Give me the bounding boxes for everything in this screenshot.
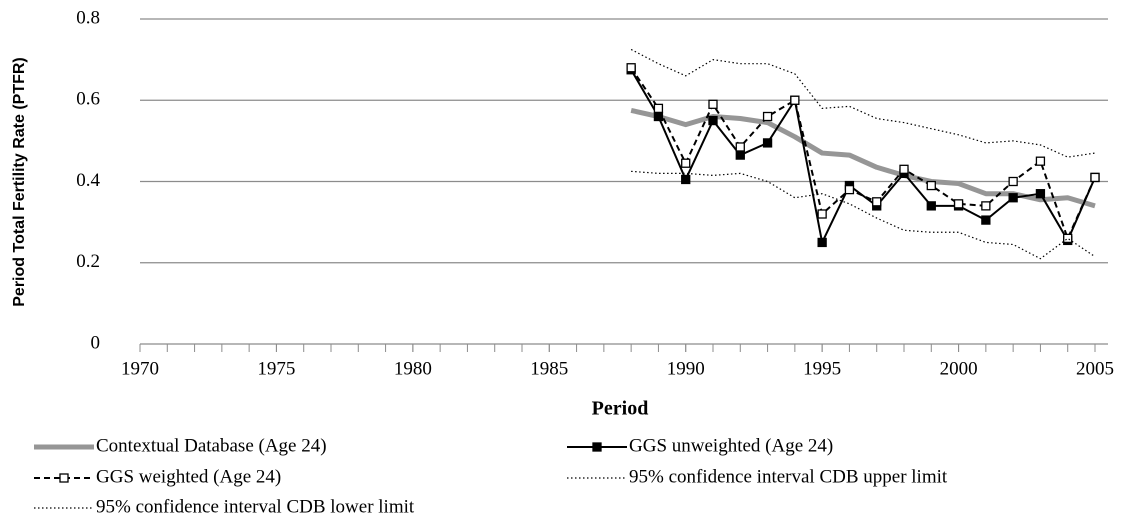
marker xyxy=(708,99,718,109)
marker xyxy=(762,138,773,148)
legend-label: Contextual Database (Age 24) xyxy=(96,435,327,456)
marker xyxy=(1035,189,1046,199)
legend-marker xyxy=(59,473,69,483)
marker xyxy=(1035,156,1046,166)
marker xyxy=(762,111,773,122)
x-tick-label: 2005 xyxy=(1076,358,1114,379)
y-tick-label: 0.6 xyxy=(76,89,100,110)
y-tick-label: 0.4 xyxy=(76,170,100,191)
marker xyxy=(981,215,991,225)
marker xyxy=(626,63,636,73)
marker xyxy=(817,237,827,248)
y-tick-label: 0 xyxy=(91,332,101,353)
x-tick-label: 1980 xyxy=(394,358,432,379)
legend-label: GGS unweighted (Age 24) xyxy=(629,435,833,456)
marker xyxy=(953,199,964,209)
series-line xyxy=(630,48,1096,158)
legend-label: 95% confidence interval CDB lower limit xyxy=(96,496,415,517)
legend-marker xyxy=(592,442,602,452)
legend-label: GGS weighted (Age 24) xyxy=(96,466,281,487)
marker xyxy=(1008,176,1018,187)
series-line xyxy=(630,69,1096,244)
marker xyxy=(1063,233,1073,244)
marker xyxy=(708,115,718,126)
series-line xyxy=(630,107,1096,209)
marker xyxy=(981,201,991,211)
x-tick-label: 1975 xyxy=(257,358,295,379)
marker xyxy=(926,201,936,211)
legend-label: 95% confidence interval CDB upper limit xyxy=(629,466,948,487)
y-tick-label: 0.8 xyxy=(76,7,100,28)
marker xyxy=(817,209,827,219)
x-tick-label: 1970 xyxy=(121,358,159,379)
marker xyxy=(735,150,745,160)
x-tick-label: 1985 xyxy=(530,358,568,379)
marker xyxy=(1090,172,1100,183)
marker xyxy=(844,184,855,195)
y-tick-label: 0.2 xyxy=(76,251,100,272)
x-tick-label: 2000 xyxy=(940,358,978,379)
x-tick-label: 1995 xyxy=(803,358,841,379)
marker xyxy=(681,158,691,168)
marker xyxy=(872,197,882,207)
marker xyxy=(653,103,664,114)
x-tick-label: 1990 xyxy=(667,358,705,379)
marker xyxy=(1008,193,1018,203)
y-axis-label: Period Total Fertility Rate (PTFR) xyxy=(11,57,28,307)
marker xyxy=(926,180,936,191)
marker xyxy=(735,142,745,152)
x-axis-label: Period xyxy=(592,398,649,420)
series-line xyxy=(631,170,1096,260)
series-line xyxy=(630,67,1096,240)
marker xyxy=(899,164,909,174)
marker xyxy=(790,95,800,105)
marker xyxy=(681,174,691,185)
